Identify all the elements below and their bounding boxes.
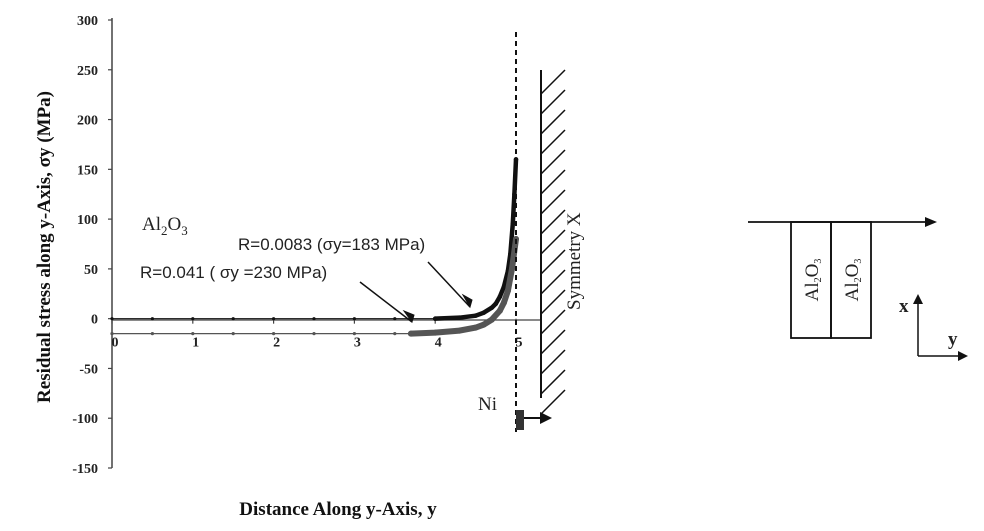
x-tick-label: 1 (192, 336, 199, 351)
hatch-line (540, 349, 566, 375)
series-1-point (231, 317, 235, 321)
series-2-point (352, 332, 356, 336)
y-tick-label: 200 (77, 114, 98, 129)
y-tick-label: 150 (77, 163, 98, 178)
hatch-line (540, 69, 566, 95)
y-tick-label: -50 (79, 362, 98, 377)
series-2-point (150, 332, 154, 336)
hatch-line (540, 329, 566, 355)
x-axis-title: Distance Along y-Axis, y (239, 499, 437, 520)
y-axis-title: Residual stress along y-Axis, σy (MPa) (34, 91, 55, 403)
series-1-point (352, 317, 356, 321)
hatch-line (540, 309, 566, 335)
material-right-label: Ni (478, 394, 497, 415)
hatch-line (540, 129, 566, 155)
inset-top-arrowhead (925, 217, 937, 227)
series-1-band (432, 157, 519, 321)
inset-y-label: y (948, 329, 958, 350)
series-1-point (393, 317, 397, 321)
x-tick-label: 2 (273, 336, 280, 351)
y-tick-label: 300 (77, 14, 98, 29)
y-tick-label: -100 (72, 412, 98, 427)
y-tick-label: 50 (84, 263, 98, 278)
hatch-line (540, 189, 566, 215)
hatch-line (540, 289, 566, 315)
series-1-point (272, 317, 276, 321)
hatch-line (540, 269, 566, 295)
series-2-point (272, 332, 276, 336)
y-tick-label: 100 (77, 213, 98, 228)
hatch-line (540, 169, 566, 195)
x-tick-label: 4 (435, 336, 442, 351)
series-2-band (407, 236, 519, 337)
series-2-point (191, 332, 195, 336)
series-2-point (231, 332, 235, 336)
y-tick-label: -150 (72, 462, 98, 477)
ni-arrow (516, 410, 552, 430)
hatch-line (540, 149, 566, 175)
series-2-point (110, 332, 114, 336)
symmetry-label: Symmetry X (564, 212, 585, 310)
hatch-line (540, 389, 566, 415)
series-1-point (191, 317, 195, 321)
series-1-point (312, 317, 316, 321)
symmetry-hatch (540, 69, 566, 415)
y-tick-group: 300 250 200 150 100 50 0 -50 -100 -150 (72, 14, 112, 477)
material-left-label: Al2O3 (142, 214, 188, 238)
hatch-line (540, 89, 566, 115)
annotation-arrows (359, 261, 473, 324)
x-tick-group: 0 1 2 3 4 5 (111, 318, 523, 351)
inset-block-1 (790, 221, 832, 339)
x-tick-label: 0 (112, 336, 119, 351)
hatch-line (540, 369, 566, 395)
hatch-line (540, 209, 566, 235)
inset-diagram: Al2O3 Al2O3 x y (748, 217, 968, 361)
series-1-point (150, 317, 154, 321)
series-group (110, 157, 519, 337)
hatch-line (540, 229, 566, 255)
hatch-line (540, 249, 566, 275)
inset-block-2 (830, 221, 872, 339)
series-1-annotation: R=0.0083 (σy=183 MPa) (238, 235, 425, 254)
series-2-point (312, 332, 316, 336)
hatch-line (540, 109, 566, 135)
series-2-point (393, 332, 397, 336)
inset-block-1-label: Al2O3 (802, 259, 824, 302)
y-tick-label: 0 (91, 313, 98, 328)
x-tick-label: 5 (516, 336, 523, 351)
series-1-point (110, 317, 114, 321)
inset-block-2-label: Al2O3 (842, 259, 864, 302)
x-tick-label: 3 (354, 336, 361, 351)
y-tick-label: 250 (77, 64, 98, 79)
inset-x-label: x (899, 296, 909, 317)
series-2-annotation: R=0.041 ( σy =230 MPa) (140, 263, 327, 282)
